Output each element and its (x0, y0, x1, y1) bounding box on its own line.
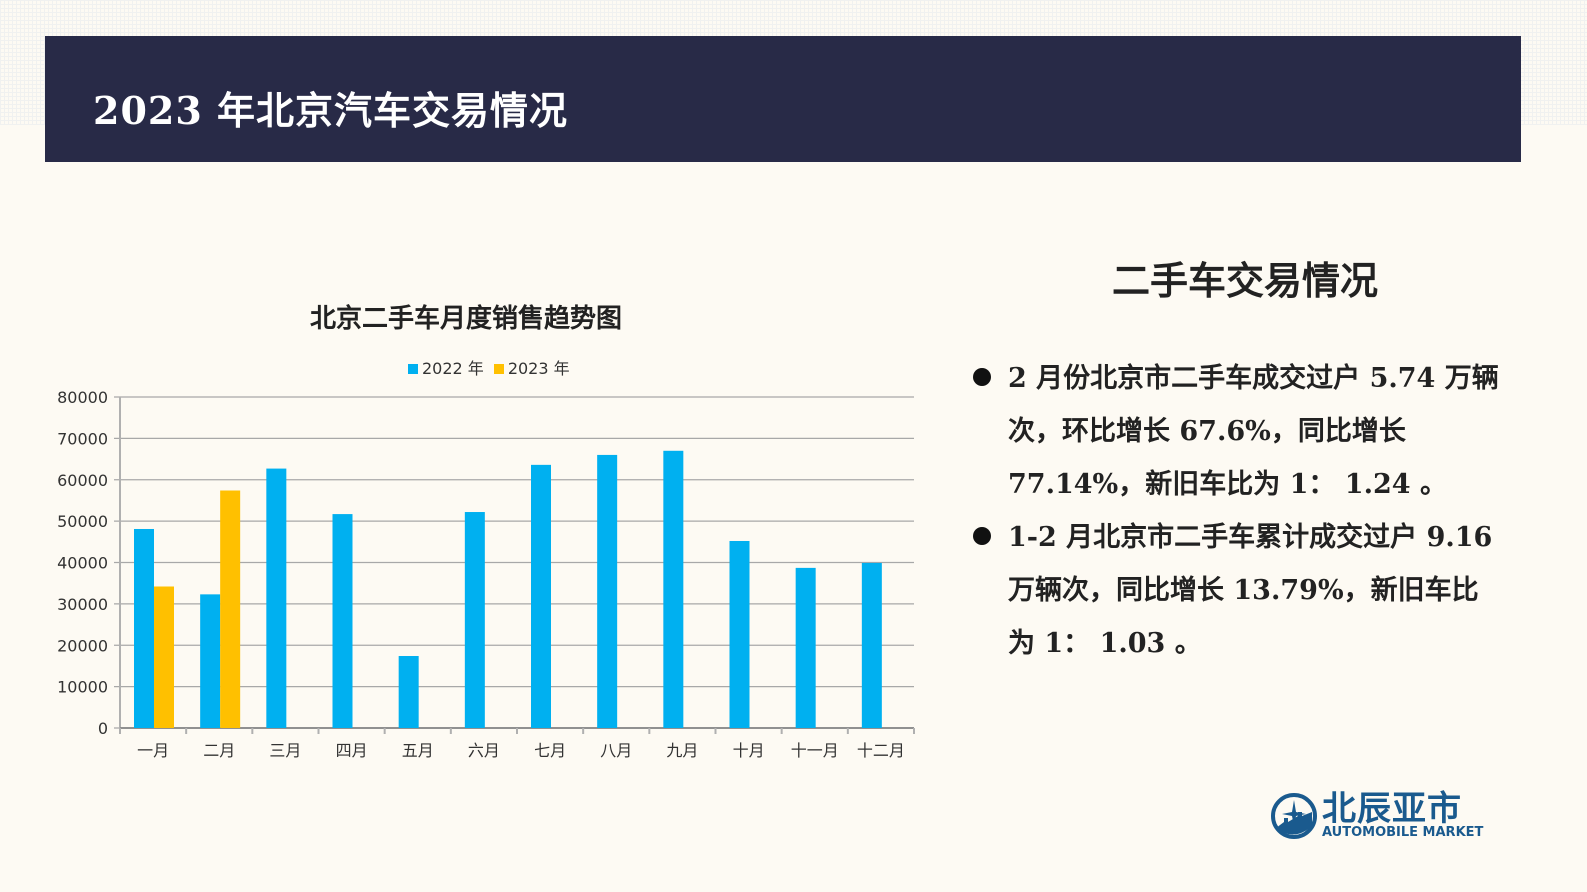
bar-2023 (154, 586, 174, 728)
bar-2022 (332, 514, 353, 728)
bullet-text: 2 月份北京市二手车成交过户 5.74 万辆次，环比增长 67.6%，同比增长 … (1008, 363, 1499, 500)
bar-2022 (795, 567, 816, 728)
bar-2022 (266, 468, 287, 728)
logo-emblem-icon (1271, 793, 1317, 839)
x-tick-label: 十二月 (857, 741, 905, 760)
x-tick-label: 一月 (137, 741, 169, 760)
x-tick-label: 八月 (600, 741, 632, 760)
logo: 北辰亚市 AUTOMOBILE MARKET (1270, 792, 1483, 840)
x-tick-label: 三月 (269, 741, 301, 760)
y-tick-label: 70000 (57, 429, 108, 448)
bar-2022 (861, 562, 882, 728)
logo-text-en: AUTOMOBILE MARKET (1322, 825, 1484, 840)
logo-text-cn: 北辰亚市 (1322, 789, 1462, 829)
bar-2023 (220, 490, 241, 728)
bar-2022 (398, 656, 419, 728)
legend-item-2022: 2022 年 (408, 355, 484, 379)
header-bar (45, 36, 1521, 162)
x-tick-label: 十一月 (791, 741, 839, 760)
bullet-text: 1-2 月北京市二手车累计成交过户 9.16 万辆次，同比增长 13.79%，新… (1008, 522, 1493, 659)
x-tick-label: 六月 (468, 741, 500, 760)
bullet-item: 2 月份北京市二手车成交过户 5.74 万辆次，环比增长 67.6%，同比增长 … (970, 352, 1500, 511)
bar-2022 (464, 512, 485, 728)
bar-2022 (200, 594, 221, 728)
y-tick-label: 50000 (57, 512, 108, 531)
chart-title: 北京二手车月度销售趋势图 (310, 304, 623, 334)
bar-2022 (134, 528, 154, 728)
x-tick-label: 五月 (402, 741, 434, 760)
page-title: 2023 年北京汽车交易情况 (93, 88, 568, 133)
x-tick-label: 十月 (733, 741, 765, 760)
bar-2022 (729, 540, 750, 728)
y-tick-label: 0 (98, 719, 108, 738)
legend-swatch (408, 364, 418, 374)
bar-2022 (531, 464, 551, 728)
y-tick-label: 60000 (57, 471, 108, 490)
y-tick-label: 30000 (57, 595, 108, 614)
y-tick-label: 80000 (57, 388, 108, 407)
bar-2022 (663, 450, 684, 728)
y-tick-label: 40000 (57, 554, 108, 573)
y-tick-label: 20000 (57, 636, 108, 655)
summary-bullets: 2 月份北京市二手车成交过户 5.74 万辆次，环比增长 67.6%，同比增长 … (970, 352, 1500, 670)
legend-label: 2022 年 (422, 359, 484, 378)
y-tick-label: 10000 (57, 678, 108, 697)
x-tick-label: 四月 (336, 741, 368, 760)
bullet-dot-icon (973, 368, 991, 386)
x-tick-label: 七月 (534, 741, 566, 760)
bullet-dot-icon (973, 527, 991, 545)
bar-2022 (597, 454, 618, 728)
bullet-item: 1-2 月北京市二手车累计成交过户 9.16 万辆次，同比增长 13.79%，新… (970, 511, 1500, 670)
legend-item-2023: 2023 年 (493, 355, 570, 379)
legend-swatch (493, 364, 504, 374)
legend-label: 2023 年 (507, 359, 570, 378)
summary-title: 二手车交易情况 (1112, 259, 1379, 303)
x-tick-label: 九月 (666, 741, 698, 760)
chart-legend: 2022 年 2023 年 (408, 355, 570, 379)
x-tick-label: 二月 (203, 741, 235, 760)
